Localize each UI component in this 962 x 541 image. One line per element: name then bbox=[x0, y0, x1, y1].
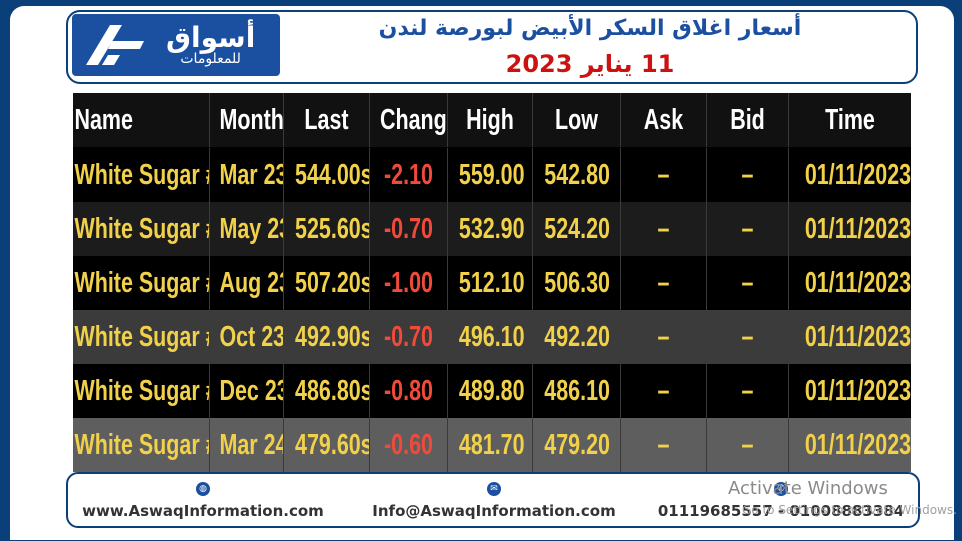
cell-last: 486.80s bbox=[295, 375, 370, 407]
cell-month: Aug 23 bbox=[219, 267, 284, 299]
table-row: White Sugar #5 Dec 23 486.80s -0.80 489.80 48… bbox=[73, 364, 911, 418]
table-row: White Sugar #5 Mar 23 544.00s -2.10 559.00 54… bbox=[73, 148, 911, 202]
column-header-ask: Ask bbox=[643, 104, 684, 136]
cell-time: 01/11/2023 bbox=[804, 429, 911, 461]
cell-ask: – bbox=[657, 321, 670, 353]
page-title: أسعار اغلاق السكر الأبيض لبورصة لندن bbox=[378, 16, 802, 41]
cell-last: 525.60s bbox=[295, 213, 370, 245]
cell-name: White Sugar #5 bbox=[74, 429, 209, 461]
cell-month: Mar 24 bbox=[219, 429, 284, 461]
cell-high: 496.10 bbox=[458, 321, 525, 353]
cell-high: 559.00 bbox=[458, 159, 525, 191]
cell-change: -0.60 bbox=[384, 429, 433, 461]
phone-icon: ✆ bbox=[774, 482, 788, 496]
cell-name: White Sugar #5 bbox=[74, 321, 209, 353]
column-header-low: Low bbox=[555, 104, 598, 136]
cell-name: White Sugar #5 bbox=[74, 375, 209, 407]
cell-low: 486.10 bbox=[544, 375, 610, 407]
cell-low: 479.20 bbox=[544, 429, 610, 461]
cell-low: 492.20 bbox=[544, 321, 610, 353]
cell-time: 01/11/2023 bbox=[804, 267, 911, 299]
activate-windows-subtext: Go to Settings to activate Windows. bbox=[742, 503, 957, 517]
column-header-bid: Bid bbox=[730, 104, 765, 136]
cell-bid: – bbox=[741, 213, 754, 245]
cell-bid: – bbox=[741, 429, 754, 461]
cell-change: -0.70 bbox=[384, 213, 433, 245]
cell-time: 01/11/2023 bbox=[804, 213, 911, 245]
phone-text: 01119685557 - 01008883384 bbox=[657, 502, 905, 520]
cell-last: 544.00s bbox=[295, 159, 370, 191]
logo-text-line2: للمعلومات bbox=[180, 51, 241, 68]
table-row: White Sugar #5 Mar 24 479.60s -0.60 481.70 47… bbox=[73, 418, 911, 472]
cell-change: -0.70 bbox=[384, 321, 433, 353]
globe-icon: ◍ bbox=[196, 482, 210, 496]
price-table: Name Month Last Change High Low Ask Bid Time Whit… bbox=[73, 93, 911, 472]
cell-change: -2.10 bbox=[384, 159, 433, 191]
activate-windows-watermark: Activate Windows bbox=[728, 478, 888, 499]
brand-logo: أسواق للمعلومات bbox=[72, 14, 280, 76]
website-text: www.AswaqInformation.com bbox=[82, 502, 324, 520]
cell-change: -1.00 bbox=[384, 267, 433, 299]
envelope-icon: ✉ bbox=[487, 482, 501, 496]
cell-name: White Sugar #5 bbox=[74, 213, 209, 245]
column-header-time: Time bbox=[825, 104, 875, 136]
cell-month: Mar 23 bbox=[219, 159, 284, 191]
column-header-high: High bbox=[466, 104, 514, 136]
cell-last: 479.60s bbox=[295, 429, 370, 461]
cell-time: 01/11/2023 bbox=[804, 321, 911, 353]
cell-month: Oct 23 bbox=[219, 321, 284, 353]
table-header-row: Name Month Last Change High Low Ask Bid Time bbox=[73, 93, 911, 147]
column-header-month: Month bbox=[219, 104, 284, 136]
cell-last: 492.90s bbox=[295, 321, 370, 353]
phone-contact: ✆ 01119685557 - 01008883384 bbox=[652, 482, 910, 520]
cell-ask: – bbox=[657, 429, 670, 461]
cell-bid: – bbox=[741, 321, 754, 353]
column-header-last: Last bbox=[304, 104, 349, 136]
cell-high: 512.10 bbox=[458, 267, 525, 299]
cell-name: White Sugar #5 bbox=[74, 267, 209, 299]
cell-ask: – bbox=[657, 213, 670, 245]
contact-footer: ◍ www.AswaqInformation.com ✉ Info@AswaqI… bbox=[66, 472, 920, 528]
cell-high: 489.80 bbox=[458, 375, 525, 407]
cell-high: 532.90 bbox=[458, 213, 525, 245]
email-contact: ✉ Info@AswaqInformation.com bbox=[364, 482, 624, 520]
cell-time: 01/11/2023 bbox=[804, 159, 911, 191]
cell-ask: – bbox=[657, 159, 670, 191]
page-date: 11 يناير 2023 bbox=[505, 50, 675, 78]
brand-mark-icon bbox=[84, 21, 148, 69]
cell-low: 542.80 bbox=[544, 159, 610, 191]
cell-bid: – bbox=[741, 267, 754, 299]
email-text: Info@AswaqInformation.com bbox=[372, 502, 616, 520]
cell-bid: – bbox=[741, 375, 754, 407]
table-row: White Sugar #5 May 23 525.60s -0.70 532.90 52… bbox=[73, 202, 911, 256]
table-row: White Sugar #5 Aug 23 507.20s -1.00 512.10 50… bbox=[73, 256, 911, 310]
cell-bid: – bbox=[741, 159, 754, 191]
cell-low: 524.20 bbox=[544, 213, 610, 245]
cell-name: White Sugar #5 bbox=[74, 159, 209, 191]
table-row: White Sugar #5 Oct 23 492.90s -0.70 496.10 49… bbox=[73, 310, 911, 364]
cell-high: 481.70 bbox=[458, 429, 525, 461]
cell-ask: – bbox=[657, 375, 670, 407]
cell-last: 507.20s bbox=[295, 267, 370, 299]
cell-ask: – bbox=[657, 267, 670, 299]
website-contact: ◍ www.AswaqInformation.com bbox=[78, 482, 328, 520]
column-header-name: Name bbox=[74, 104, 133, 136]
cell-low: 506.30 bbox=[544, 267, 610, 299]
column-header-change: Change bbox=[380, 104, 447, 136]
cell-month: May 23 bbox=[219, 213, 284, 245]
cell-change: -0.80 bbox=[384, 375, 433, 407]
cell-time: 01/11/2023 bbox=[804, 375, 911, 407]
cell-month: Dec 23 bbox=[219, 375, 284, 407]
logo-text-line1: أسواق bbox=[166, 20, 256, 54]
